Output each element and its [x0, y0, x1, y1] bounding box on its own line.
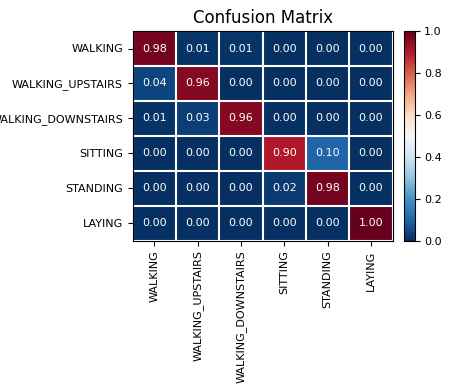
- Text: 0.00: 0.00: [315, 113, 340, 123]
- Text: 0.00: 0.00: [185, 148, 210, 158]
- Text: 0.00: 0.00: [359, 113, 383, 123]
- Text: 0.00: 0.00: [359, 148, 383, 158]
- Text: 0.10: 0.10: [315, 148, 340, 158]
- Text: 0.98: 0.98: [315, 183, 340, 193]
- Text: 0.00: 0.00: [315, 43, 340, 54]
- Text: 0.00: 0.00: [142, 148, 167, 158]
- Text: 0.00: 0.00: [272, 78, 297, 88]
- Text: 0.00: 0.00: [315, 218, 340, 228]
- Text: 0.90: 0.90: [272, 148, 297, 158]
- Title: Confusion Matrix: Confusion Matrix: [192, 9, 333, 27]
- Text: 0.00: 0.00: [272, 218, 297, 228]
- Text: 0.00: 0.00: [359, 78, 383, 88]
- Text: 0.01: 0.01: [229, 43, 253, 54]
- Text: 0.00: 0.00: [229, 148, 253, 158]
- Text: 0.00: 0.00: [315, 78, 340, 88]
- Text: 0.03: 0.03: [185, 113, 210, 123]
- Text: 0.00: 0.00: [272, 43, 297, 54]
- Text: 0.00: 0.00: [185, 218, 210, 228]
- Text: 0.00: 0.00: [142, 183, 167, 193]
- Text: 0.02: 0.02: [272, 183, 297, 193]
- Text: 0.98: 0.98: [142, 43, 167, 54]
- Text: 0.00: 0.00: [229, 183, 253, 193]
- Text: 0.00: 0.00: [229, 218, 253, 228]
- Text: 0.00: 0.00: [185, 183, 210, 193]
- Text: 0.00: 0.00: [359, 183, 383, 193]
- Text: 0.00: 0.00: [142, 218, 167, 228]
- Text: 0.00: 0.00: [229, 78, 253, 88]
- Text: 0.01: 0.01: [185, 43, 210, 54]
- Text: 0.00: 0.00: [272, 113, 297, 123]
- Text: 0.04: 0.04: [142, 78, 167, 88]
- Text: 1.00: 1.00: [359, 218, 383, 228]
- Text: 0.96: 0.96: [228, 113, 254, 123]
- Text: 0.01: 0.01: [142, 113, 167, 123]
- Text: 0.96: 0.96: [185, 78, 210, 88]
- Text: 0.00: 0.00: [359, 43, 383, 54]
